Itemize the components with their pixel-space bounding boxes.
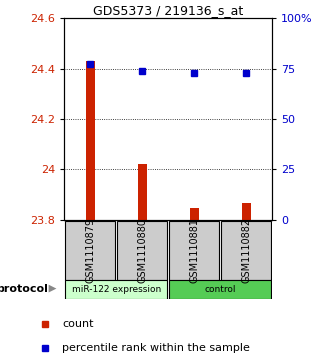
Text: count: count — [62, 319, 93, 329]
Bar — [169, 221, 219, 280]
Bar — [138, 164, 147, 220]
Bar — [242, 203, 251, 220]
Bar — [65, 221, 115, 280]
Bar — [117, 221, 167, 280]
Text: miR-122 expression: miR-122 expression — [72, 285, 161, 294]
Text: GSM1110879: GSM1110879 — [85, 218, 95, 283]
Title: GDS5373 / 219136_s_at: GDS5373 / 219136_s_at — [93, 4, 244, 17]
Bar — [65, 280, 167, 299]
Bar — [190, 208, 199, 220]
Bar — [169, 280, 271, 299]
Text: protocol: protocol — [0, 284, 49, 294]
Text: percentile rank within the sample: percentile rank within the sample — [62, 343, 250, 353]
Bar — [86, 61, 95, 220]
Bar — [221, 221, 271, 280]
Text: GSM1110882: GSM1110882 — [241, 218, 251, 283]
Text: GSM1110881: GSM1110881 — [189, 218, 199, 283]
Text: control: control — [205, 285, 236, 294]
Text: GSM1110880: GSM1110880 — [137, 218, 147, 283]
